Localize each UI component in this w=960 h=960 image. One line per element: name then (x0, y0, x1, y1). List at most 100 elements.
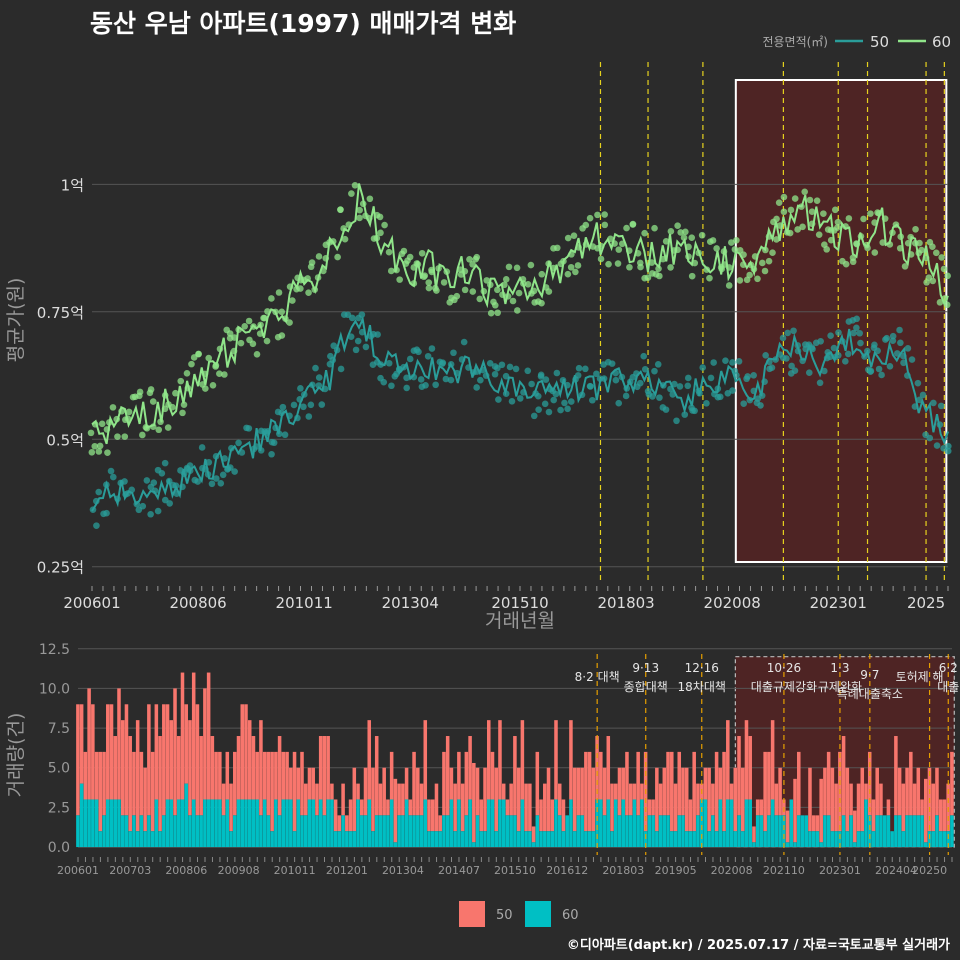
volume-bar-60 (165, 799, 170, 848)
highlight-region (734, 79, 948, 563)
price-point-50 (889, 337, 897, 344)
volume-bar-60 (546, 831, 551, 848)
price-point-50 (158, 470, 166, 477)
price-point-50 (944, 447, 952, 455)
price-point-50 (729, 359, 736, 366)
volume-bar-50 (266, 751, 271, 816)
volume-bar-60 (255, 799, 259, 848)
volume-bar-50 (203, 688, 207, 800)
volume-bar-60 (430, 831, 435, 848)
price-point-50 (228, 444, 235, 452)
volume-bar-50 (767, 751, 771, 816)
price-point-50 (919, 391, 927, 399)
volume-bar-60 (401, 815, 405, 848)
legend-label-50: 50 (870, 33, 889, 51)
price-point-60 (515, 289, 523, 297)
volume-bar-60 (931, 831, 935, 848)
price-point-50 (914, 379, 922, 387)
volume-bar-50 (830, 767, 835, 832)
price-point-50 (139, 502, 147, 510)
price-point-50 (186, 462, 194, 469)
volume-bar-50 (524, 783, 528, 832)
volume-bar-60 (300, 815, 304, 848)
volume-bar-50 (923, 778, 928, 843)
volume-y-tick-label: 5.0 (48, 761, 70, 777)
volume-bar-60 (106, 799, 110, 848)
volume-bar-50 (363, 767, 368, 816)
volume-bar-60 (419, 815, 424, 848)
price-point-60 (860, 215, 867, 223)
volume-bar-50 (714, 751, 719, 832)
price-point-50 (651, 367, 658, 375)
volume-bar-60 (135, 831, 140, 848)
volume-bar-60 (113, 799, 118, 848)
price-point-60 (356, 206, 363, 214)
volume-bar-50 (871, 799, 876, 832)
price-point-50 (564, 405, 571, 413)
volume-bar-60 (707, 831, 711, 848)
volume-bar-50 (752, 826, 756, 843)
price-point-50 (143, 477, 151, 484)
price-point-60 (155, 426, 163, 434)
volume-bar-60 (838, 831, 842, 848)
volume-bar-50 (785, 810, 790, 843)
price-point-60 (815, 231, 823, 238)
price-point-60 (473, 253, 481, 261)
price-point-60 (667, 228, 675, 235)
volume-bar-50 (528, 783, 532, 832)
volume-bar-50 (225, 751, 230, 800)
price-point-60 (761, 267, 769, 275)
volume-annotation: 토허제 해 (896, 670, 944, 684)
price-point-60 (476, 295, 484, 303)
volume-bar-60 (124, 815, 129, 848)
price-point-50 (235, 439, 242, 447)
price-point-60 (307, 263, 315, 271)
price-point-60 (623, 224, 630, 232)
price-point-50 (413, 346, 421, 354)
price-point-60 (787, 206, 795, 214)
volume-bar-50 (445, 736, 450, 816)
volume-bar-50 (173, 688, 177, 816)
volume-bar-60 (670, 831, 674, 848)
volume-bar-60 (322, 815, 327, 848)
price-point-50 (743, 375, 750, 383)
price-point-60 (502, 275, 510, 283)
volume-bar-50 (247, 720, 252, 800)
price-point-50 (615, 399, 623, 407)
price-point-60 (469, 288, 477, 295)
volume-bar-60 (173, 815, 177, 848)
price-point-50 (622, 392, 630, 400)
volume-bar-60 (348, 831, 353, 848)
volume-bar-60 (602, 815, 607, 848)
volume-bar-60 (763, 831, 767, 848)
price-point-60 (385, 248, 393, 256)
volume-bar-50 (360, 799, 364, 816)
price-point-50 (502, 372, 510, 380)
price-point-50 (916, 396, 923, 404)
volume-bar-60 (199, 815, 203, 848)
volume-bar-50 (292, 751, 297, 832)
volume-bar-60 (714, 831, 719, 848)
volume-bar-50 (76, 704, 80, 816)
volume-bar-50 (658, 783, 663, 816)
price-point-50 (552, 390, 560, 398)
volume-bar-50 (94, 751, 99, 800)
price-point-60 (289, 297, 296, 304)
volume-legend-swatch-60 (525, 901, 551, 927)
price-point-50 (722, 357, 729, 364)
volume-bar-60 (445, 815, 450, 848)
price-x-tick-label: 201803 (597, 594, 654, 612)
price-point-60 (98, 420, 106, 428)
volume-bar-60 (625, 815, 629, 848)
volume-bar-60 (337, 831, 342, 848)
price-point-60 (674, 222, 681, 230)
price-point-60 (564, 234, 572, 242)
volume-bar-50 (139, 751, 144, 816)
price-x-tick-label: 202301 (810, 594, 867, 612)
volume-bar-50 (557, 783, 562, 816)
price-point-50 (290, 401, 298, 409)
volume-bar-60 (83, 799, 88, 848)
price-point-60 (644, 274, 652, 282)
price-point-60 (114, 433, 121, 440)
